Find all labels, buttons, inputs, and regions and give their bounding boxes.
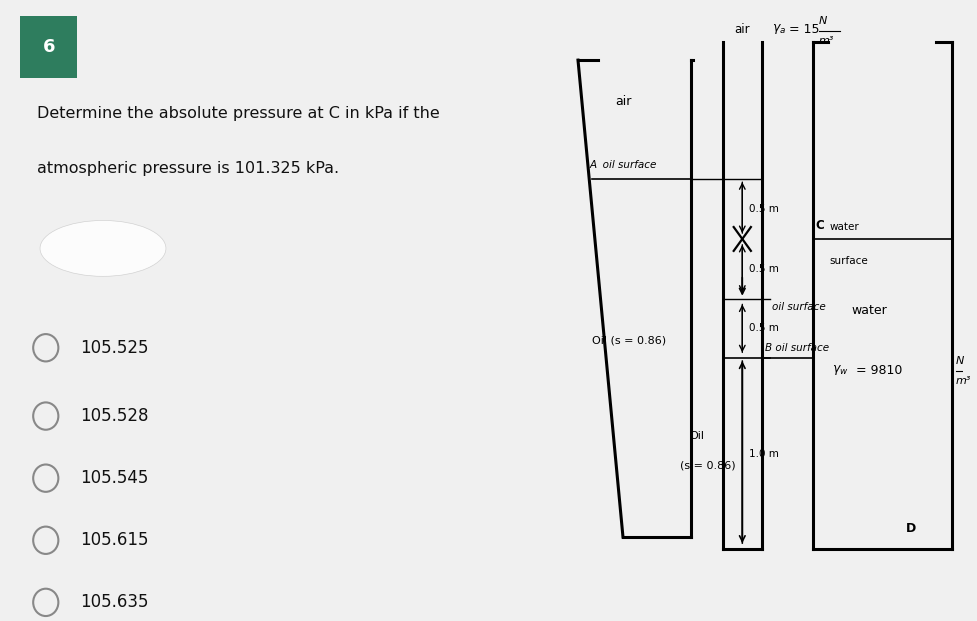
Text: B oil surface: B oil surface — [764, 343, 828, 353]
Text: $\mathit{\gamma_a}$: $\mathit{\gamma_a}$ — [771, 22, 785, 36]
Text: 105.635: 105.635 — [80, 594, 149, 611]
Text: air: air — [615, 96, 630, 108]
Text: air: air — [734, 22, 749, 35]
Text: 105.615: 105.615 — [80, 532, 149, 549]
Text: water: water — [828, 222, 858, 232]
Text: m³: m³ — [955, 376, 970, 386]
Text: 105.525: 105.525 — [80, 339, 149, 356]
Ellipse shape — [40, 220, 166, 276]
FancyBboxPatch shape — [20, 16, 77, 78]
Text: 105.545: 105.545 — [80, 469, 149, 487]
Text: N: N — [818, 16, 827, 26]
Text: oil surface: oil surface — [771, 302, 825, 312]
Text: 0.5 m: 0.5 m — [748, 324, 779, 333]
Text: atmospheric pressure is 101.325 kPa.: atmospheric pressure is 101.325 kPa. — [37, 161, 339, 176]
Text: = 9810: = 9810 — [855, 364, 901, 376]
Text: 1.0 m: 1.0 m — [748, 448, 779, 458]
Text: 0.5 m: 0.5 m — [748, 204, 779, 214]
Text: Determine the absolute pressure at C in kPa if the: Determine the absolute pressure at C in … — [37, 106, 440, 120]
Text: = 15: = 15 — [788, 22, 819, 35]
Text: A  oil surface: A oil surface — [589, 160, 657, 170]
Text: surface: surface — [828, 256, 867, 266]
Text: D: D — [905, 522, 914, 535]
Text: Oil: Oil — [689, 431, 703, 441]
Text: Oil (s = 0.86): Oil (s = 0.86) — [591, 335, 665, 345]
Text: (s = 0.86): (s = 0.86) — [679, 461, 735, 471]
Text: water: water — [851, 304, 887, 317]
Text: N: N — [955, 356, 963, 366]
Text: 0.5 m: 0.5 m — [748, 264, 779, 274]
Text: m³: m³ — [818, 36, 833, 46]
Text: C: C — [815, 219, 824, 232]
Text: $\mathit{\gamma_w}$: $\mathit{\gamma_w}$ — [831, 363, 848, 377]
Text: 105.528: 105.528 — [80, 407, 149, 425]
Text: 6: 6 — [42, 38, 55, 55]
